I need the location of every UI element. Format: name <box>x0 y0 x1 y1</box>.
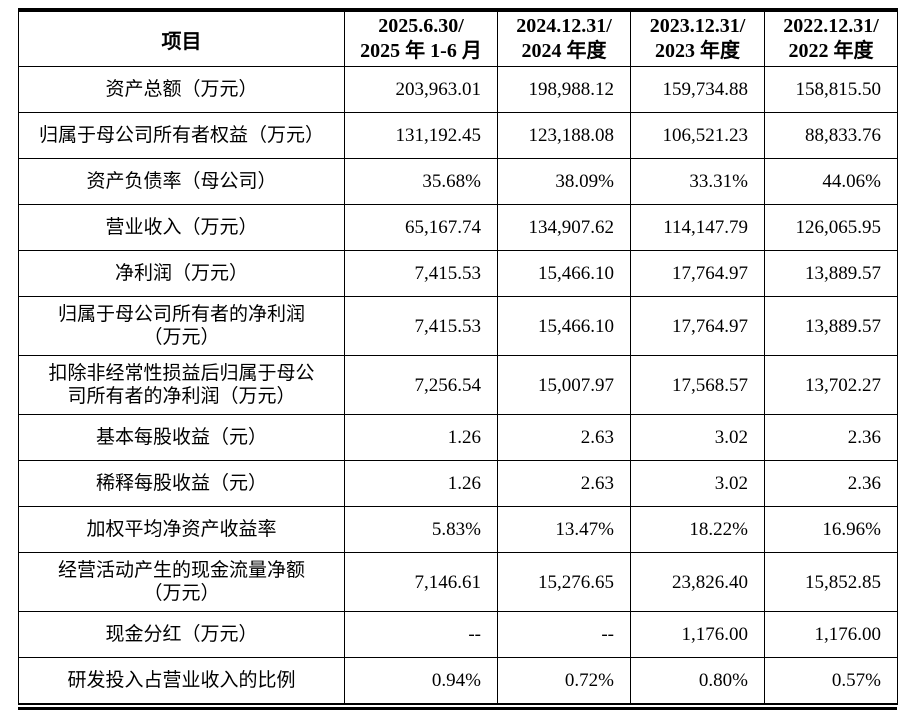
table-row-debt-ratio: 资产负债率（母公司） 35.68% 38.09% 33.31% 44.06% <box>18 158 898 205</box>
value-cell: 13.47% <box>497 506 631 553</box>
value-cell: 203,963.01 <box>344 66 498 113</box>
header-period-2024: 2024.12.31/ 2024 年度 <box>497 9 631 67</box>
row-label: 营业收入（万元） <box>18 204 345 251</box>
value-cell: 7,415.53 <box>344 250 498 297</box>
value-cell: 15,007.97 <box>497 355 631 415</box>
table-bottom-double-rule <box>18 707 897 710</box>
value-cell: 65,167.74 <box>344 204 498 251</box>
table-row-basic-eps: 基本每股收益（元） 1.26 2.63 3.02 2.36 <box>18 414 898 461</box>
financial-summary-table: 项目 2025.6.30/ 2025 年 1-6 月 2024.12.31/ 2… <box>18 8 898 705</box>
value-cell: 7,146.61 <box>344 552 498 612</box>
header-period-2023: 2023.12.31/ 2023 年度 <box>630 9 765 67</box>
value-cell: 17,764.97 <box>630 296 765 356</box>
header-row: 项目 2025.6.30/ 2025 年 1-6 月 2024.12.31/ 2… <box>18 9 898 67</box>
value-cell: 114,147.79 <box>630 204 765 251</box>
value-cell: 159,734.88 <box>630 66 765 113</box>
header-period-2025: 2025.6.30/ 2025 年 1-6 月 <box>344 9 498 67</box>
value-cell: 7,256.54 <box>344 355 498 415</box>
value-cell: 88,833.76 <box>764 112 898 159</box>
value-cell: 44.06% <box>764 158 898 205</box>
period-date-line: 2022.12.31/ <box>783 15 879 37</box>
value-cell: 15,852.85 <box>764 552 898 612</box>
row-label: 现金分红（万元） <box>18 611 345 658</box>
value-cell: 15,276.65 <box>497 552 631 612</box>
period-range-line: 2024 年度 <box>521 40 607 62</box>
value-cell: 13,889.57 <box>764 296 898 356</box>
table-row-weighted-roe: 加权平均净资产收益率 5.83% 13.47% 18.22% 16.96% <box>18 506 898 553</box>
row-label: 研发投入占营业收入的比例 <box>18 657 345 705</box>
row-label: 加权平均净资产收益率 <box>18 506 345 553</box>
value-cell: 131,192.45 <box>344 112 498 159</box>
table-row-total-assets: 资产总额（万元） 203,963.01 198,988.12 159,734.8… <box>18 66 898 113</box>
value-cell: 126,065.95 <box>764 204 898 251</box>
value-cell: 23,826.40 <box>630 552 765 612</box>
period-range-line: 2025 年 1-6 月 <box>360 40 482 62</box>
table-row-parent-net-profit: 归属于母公司所有者的净利润 （万元） 7,415.53 15,466.10 17… <box>18 296 898 356</box>
row-label: 基本每股收益（元） <box>18 414 345 461</box>
value-cell: 13,702.27 <box>764 355 898 415</box>
period-date-line: 2025.6.30/ <box>378 15 464 37</box>
row-label: 资产总额（万元） <box>18 66 345 113</box>
value-cell: 3.02 <box>630 414 765 461</box>
value-cell: 0.94% <box>344 657 498 705</box>
value-cell: -- <box>344 611 498 658</box>
financial-summary-table-wrap: 项目 2025.6.30/ 2025 年 1-6 月 2024.12.31/ 2… <box>18 8 898 710</box>
row-label: 扣除非经常性损益后归属于母公 司所有者的净利润（万元） <box>18 355 345 415</box>
value-cell: 35.68% <box>344 158 498 205</box>
value-cell: 0.80% <box>630 657 765 705</box>
value-cell: 17,568.57 <box>630 355 765 415</box>
value-cell: 5.83% <box>344 506 498 553</box>
value-cell: 198,988.12 <box>497 66 631 113</box>
header-period-2022: 2022.12.31/ 2022 年度 <box>764 9 898 67</box>
value-cell: 1.26 <box>344 414 498 461</box>
value-cell: 15,466.10 <box>497 296 631 356</box>
table-row-parent-equity: 归属于母公司所有者权益（万元） 131,192.45 123,188.08 10… <box>18 112 898 159</box>
table-body: 资产总额（万元） 203,963.01 198,988.12 159,734.8… <box>18 66 898 705</box>
header-item-column: 项目 <box>18 9 345 67</box>
value-cell: 106,521.23 <box>630 112 765 159</box>
value-cell: -- <box>497 611 631 658</box>
value-cell: 18.22% <box>630 506 765 553</box>
value-cell: 3.02 <box>630 460 765 507</box>
value-cell: 38.09% <box>497 158 631 205</box>
value-cell: 13,889.57 <box>764 250 898 297</box>
value-cell: 17,764.97 <box>630 250 765 297</box>
value-cell: 16.96% <box>764 506 898 553</box>
value-cell: 0.72% <box>497 657 631 705</box>
value-cell: 158,815.50 <box>764 66 898 113</box>
table-row-operating-cash-flow: 经营活动产生的现金流量净额 （万元） 7,146.61 15,276.65 23… <box>18 552 898 612</box>
value-cell: 15,466.10 <box>497 250 631 297</box>
table-row-deducted-net-profit: 扣除非经常性损益后归属于母公 司所有者的净利润（万元） 7,256.54 15,… <box>18 355 898 415</box>
row-label: 净利润（万元） <box>18 250 345 297</box>
value-cell: 7,415.53 <box>344 296 498 356</box>
row-label: 经营活动产生的现金流量净额 （万元） <box>18 552 345 612</box>
row-label: 资产负债率（母公司） <box>18 158 345 205</box>
row-label: 归属于母公司所有者的净利润 （万元） <box>18 296 345 356</box>
period-range-line: 2023 年度 <box>655 40 740 62</box>
value-cell: 1,176.00 <box>764 611 898 658</box>
table-row-revenue: 营业收入（万元） 65,167.74 134,907.62 114,147.79… <box>18 204 898 251</box>
row-label: 归属于母公司所有者权益（万元） <box>18 112 345 159</box>
table-header: 项目 2025.6.30/ 2025 年 1-6 月 2024.12.31/ 2… <box>18 9 898 67</box>
value-cell: 2.63 <box>497 414 631 461</box>
value-cell: 2.36 <box>764 460 898 507</box>
table-row-net-profit: 净利润（万元） 7,415.53 15,466.10 17,764.97 13,… <box>18 250 898 297</box>
period-date-line: 2024.12.31/ <box>516 15 612 37</box>
period-date-line: 2023.12.31/ <box>649 15 746 37</box>
value-cell: 2.63 <box>497 460 631 507</box>
value-cell: 123,188.08 <box>497 112 631 159</box>
value-cell: 33.31% <box>630 158 765 205</box>
table-row-cash-dividend: 现金分红（万元） -- -- 1,176.00 1,176.00 <box>18 611 898 658</box>
value-cell: 134,907.62 <box>497 204 631 251</box>
value-cell: 0.57% <box>764 657 898 705</box>
value-cell: 1,176.00 <box>630 611 765 658</box>
period-range-line: 2022 年度 <box>788 40 874 62</box>
row-label: 稀释每股收益（元） <box>18 460 345 507</box>
table-row-rd-ratio: 研发投入占营业收入的比例 0.94% 0.72% 0.80% 0.57% <box>18 657 898 705</box>
value-cell: 2.36 <box>764 414 898 461</box>
value-cell: 1.26 <box>344 460 498 507</box>
table-row-diluted-eps: 稀释每股收益（元） 1.26 2.63 3.02 2.36 <box>18 460 898 507</box>
